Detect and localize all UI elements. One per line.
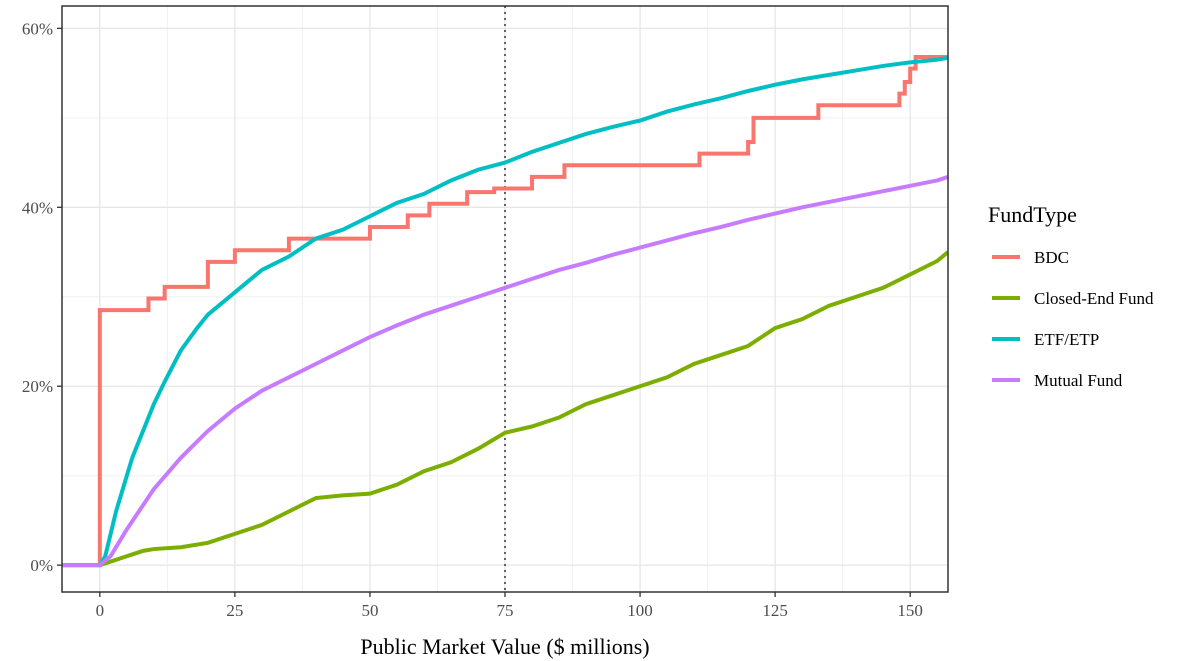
x-tick-label: 50 <box>361 601 378 620</box>
x-tick-label: 125 <box>762 601 788 620</box>
y-tick-label: 20% <box>22 377 53 396</box>
series-line-etf-etp <box>62 55 948 568</box>
x-tick-label: 25 <box>226 601 243 620</box>
legend-label-etf-etp: ETF/ETP <box>1034 330 1099 349</box>
legend-label-mutual-fund: Mutual Fund <box>1034 371 1123 390</box>
x-tick-label: 100 <box>627 601 653 620</box>
x-tick-label: 75 <box>497 601 514 620</box>
series-layer <box>62 55 948 568</box>
legend-item-etf-etp: ETF/ETP <box>992 330 1099 349</box>
legend-title: FundType <box>988 202 1077 227</box>
legend-item-closed-end-fund: Closed-End Fund <box>992 289 1154 308</box>
legend: FundType BDC Closed-End Fund ETF/ETP Mutual… <box>988 202 1154 390</box>
y-tick-label: 0% <box>30 556 53 575</box>
y-tick-label: 40% <box>22 198 53 217</box>
x-tick-label: 0 <box>96 601 105 620</box>
legend-item-bdc: BDC <box>992 248 1069 267</box>
x-axis: 0 25 50 75 100 125 150 <box>96 592 923 620</box>
series-line-mutual-fund <box>62 174 948 568</box>
legend-label-closed-end-fund: Closed-End Fund <box>1034 289 1154 308</box>
series-line-bdc <box>62 55 948 568</box>
y-tick-label: 60% <box>22 19 53 38</box>
legend-items: BDC Closed-End Fund ETF/ETP Mutual Fund <box>992 248 1154 390</box>
legend-label-bdc: BDC <box>1034 248 1069 267</box>
legend-item-mutual-fund: Mutual Fund <box>992 371 1123 390</box>
y-axis: 0% 20% 40% 60% <box>22 19 62 575</box>
x-axis-title: Public Market Value ($ millions) <box>360 634 649 659</box>
series-line-closed-end-fund <box>62 250 948 568</box>
x-tick-label: 150 <box>897 601 923 620</box>
